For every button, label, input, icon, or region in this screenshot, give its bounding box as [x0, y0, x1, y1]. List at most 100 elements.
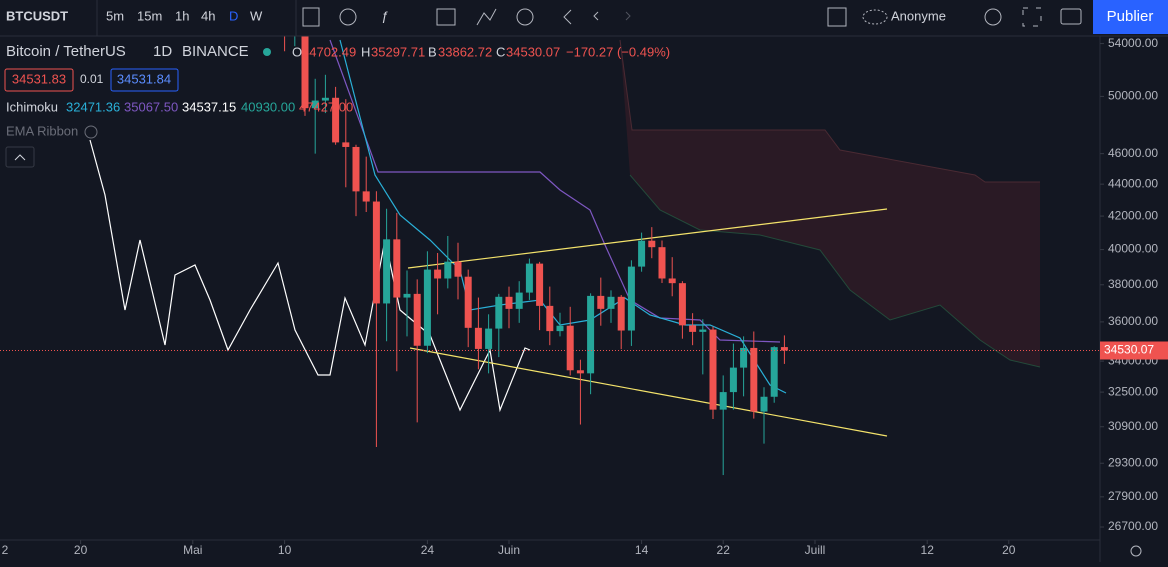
redo-button[interactable] — [625, 11, 631, 21]
candle-body — [546, 305, 554, 332]
interval-button[interactable]: 1h — [175, 8, 189, 23]
exchange: BINANCE — [182, 43, 249, 60]
spread: 0.01 — [80, 72, 104, 86]
y-tick-label: 46000.00 — [1108, 146, 1158, 160]
candle-body — [495, 296, 503, 329]
candle-body — [321, 97, 329, 101]
y-tick-label: 32500.00 — [1108, 384, 1158, 398]
candle-body — [434, 269, 442, 279]
candle-body — [770, 347, 778, 397]
y-tick-label: 42000.00 — [1108, 208, 1158, 222]
replay-button[interactable] — [563, 9, 572, 25]
candle-body — [536, 263, 544, 306]
user-name[interactable]: Anonyme — [891, 8, 946, 23]
candle-body — [689, 325, 697, 332]
x-tick-label: 2 — [2, 543, 9, 557]
hidden-icon[interactable] — [84, 125, 98, 139]
candle-body — [332, 97, 340, 143]
x-tick-label: 12 — [921, 543, 935, 557]
cloud-icon — [862, 9, 888, 25]
y-tick-label: 50000.00 — [1108, 89, 1158, 103]
fx-button[interactable]: ƒ — [381, 8, 388, 23]
layout-button[interactable] — [827, 7, 847, 27]
interval-button[interactable]: 5m — [106, 8, 124, 23]
ohlc-label: H — [361, 44, 370, 59]
collapse-button[interactable] — [5, 146, 35, 168]
indicator-value: 32471.36 — [66, 99, 120, 114]
axis-settings[interactable] — [1130, 545, 1142, 557]
y-tick-label: 36000.00 — [1108, 314, 1158, 328]
base-line — [329, 39, 781, 343]
candle-body — [760, 396, 768, 412]
chart-type-button[interactable] — [302, 7, 320, 27]
x-tick-label: 10 — [278, 543, 292, 557]
candle-body — [668, 278, 676, 284]
publish-label[interactable]: Publier — [1107, 8, 1154, 25]
candle-body — [678, 283, 686, 326]
fullscreen-button[interactable] — [1022, 7, 1042, 27]
candle-body — [342, 142, 350, 147]
ichimoku-lead-a — [619, 39, 1040, 183]
indicator-value: 47427.00 — [299, 99, 353, 114]
indicator-value: 34537.15 — [182, 99, 236, 114]
candle-body — [699, 329, 707, 332]
snapshot-button[interactable] — [1060, 8, 1082, 25]
candle-body — [719, 392, 727, 410]
interval-button[interactable]: W — [250, 8, 263, 23]
trendline — [409, 347, 888, 437]
y-tick-label: 38000.00 — [1108, 277, 1158, 291]
candle-body — [658, 247, 666, 279]
candle-body — [607, 296, 615, 309]
interval-button[interactable]: 4h — [201, 8, 215, 23]
y-tick-label: 54000.00 — [1108, 36, 1158, 50]
bid-box[interactable] — [4, 68, 74, 92]
templates-button[interactable] — [436, 8, 456, 26]
candle-body — [444, 261, 452, 279]
candle-body — [740, 347, 748, 368]
ohlc-label: O — [292, 44, 302, 59]
y-tick-label: 44000.00 — [1108, 176, 1158, 190]
undo-button[interactable] — [593, 11, 599, 21]
collapse-icon — [14, 154, 26, 161]
indicator-button[interactable] — [339, 8, 357, 26]
alert-button[interactable] — [516, 8, 534, 26]
ohlc-label: C — [496, 44, 505, 59]
candle-body — [464, 276, 472, 328]
lagging-line — [89, 139, 531, 413]
settings-button[interactable] — [984, 8, 1002, 26]
candle-body — [393, 239, 401, 298]
ask-box[interactable] — [110, 68, 179, 92]
x-tick-label: 20 — [74, 543, 88, 557]
interval-button[interactable]: D — [229, 8, 238, 23]
interval: 1D — [153, 43, 172, 60]
trendline — [407, 208, 888, 269]
candle-body — [597, 295, 605, 309]
last-price-tag — [1100, 341, 1168, 360]
candle-body — [403, 293, 411, 298]
ohlc-value: 34530.07 — [506, 44, 560, 59]
candle-body — [638, 240, 646, 267]
indicator-value: 40930.00 — [241, 99, 295, 114]
candle-body — [301, 36, 309, 109]
interval-button[interactable]: 15m — [137, 8, 162, 23]
candle-body — [729, 367, 737, 393]
publish-button[interactable] — [1093, 0, 1168, 34]
y-tick-label: 30900.00 — [1108, 419, 1158, 433]
y-tick-label: 29300.00 — [1108, 455, 1158, 469]
last-price-label: 34530.07 — [1104, 343, 1154, 357]
candle-body — [413, 293, 421, 346]
compare-button[interactable] — [476, 8, 497, 26]
ichimoku-lead-b — [629, 174, 1041, 368]
ask[interactable]: 34531.84 — [117, 71, 171, 86]
symbol[interactable]: BTCUSDT — [6, 8, 68, 23]
x-tick-label: 22 — [717, 543, 731, 557]
x-tick-label: Juin — [498, 543, 520, 557]
candle-body — [648, 240, 656, 248]
candle-body — [454, 261, 462, 277]
candle-body — [617, 296, 625, 331]
x-tick-label: 20 — [1002, 543, 1016, 557]
bid[interactable]: 34531.83 — [12, 71, 66, 86]
y-tick-label: 40000.00 — [1108, 242, 1158, 256]
